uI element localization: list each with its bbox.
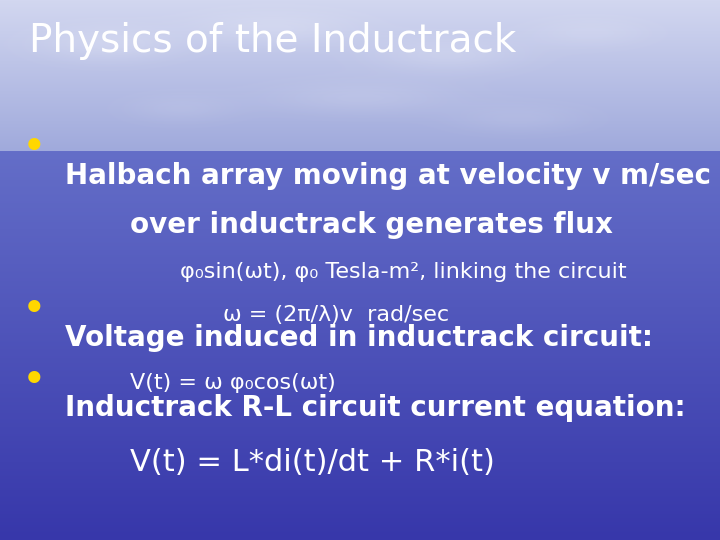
Text: Inductrack R-L circuit current equation:: Inductrack R-L circuit current equation: bbox=[65, 394, 685, 422]
Text: φ₀sin(ωt), φ₀ Tesla-m², linking the circuit: φ₀sin(ωt), φ₀ Tesla-m², linking the circ… bbox=[180, 262, 626, 282]
Text: •: • bbox=[22, 127, 46, 170]
Text: V(t) = ω φ₀cos(ωt): V(t) = ω φ₀cos(ωt) bbox=[130, 373, 336, 393]
Text: •: • bbox=[22, 360, 46, 402]
Text: Halbach array moving at velocity v m/sec: Halbach array moving at velocity v m/sec bbox=[65, 162, 711, 190]
Text: •: • bbox=[22, 289, 46, 332]
Text: V(t) = L*di(t)/dt + R*i(t): V(t) = L*di(t)/dt + R*i(t) bbox=[130, 448, 495, 477]
Text: Voltage induced in inductrack circuit:: Voltage induced in inductrack circuit: bbox=[65, 324, 653, 352]
Text: Physics of the Inductrack: Physics of the Inductrack bbox=[29, 22, 516, 59]
Text: ω = (2π/λ)v  rad/sec: ω = (2π/λ)v rad/sec bbox=[223, 305, 449, 325]
Text: over inductrack generates flux: over inductrack generates flux bbox=[130, 211, 613, 239]
